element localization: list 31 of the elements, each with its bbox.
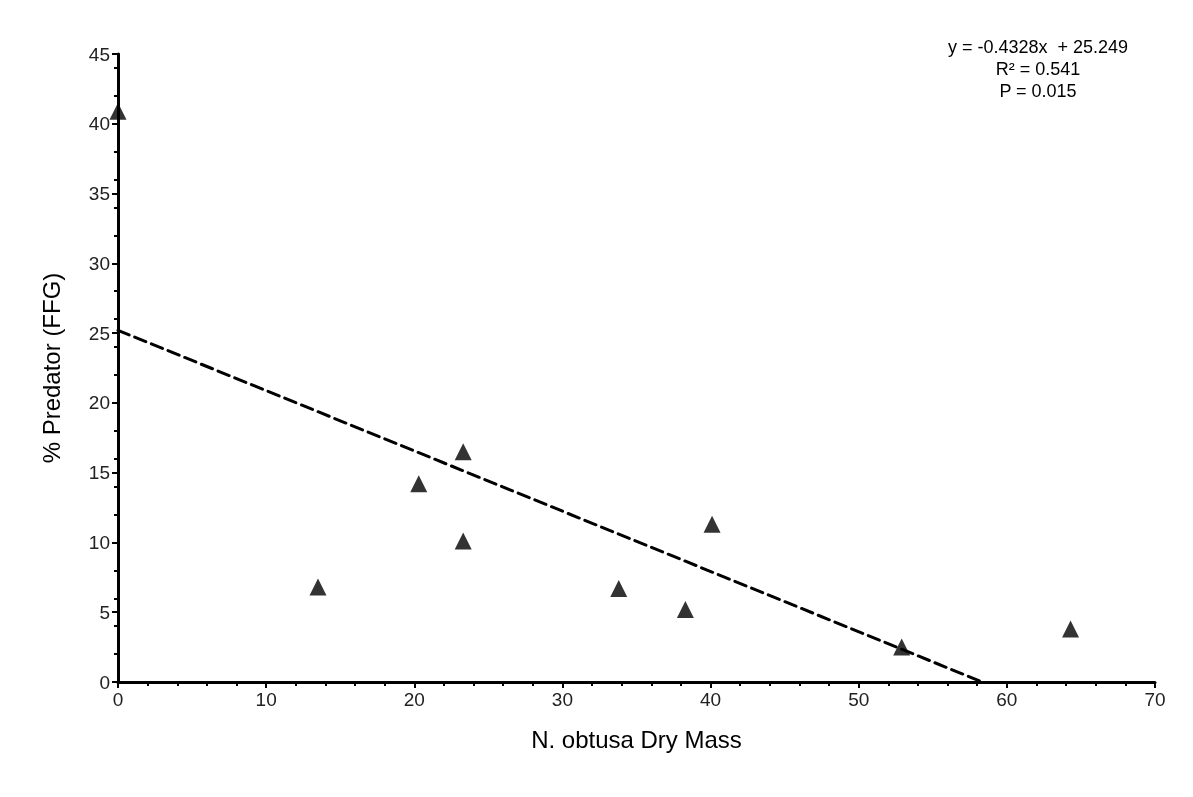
y-tick-label: 15 — [88, 462, 110, 484]
point — [454, 532, 472, 550]
x-tick-label: 40 — [700, 689, 722, 710]
y-tick-label: 35 — [88, 183, 110, 205]
y-tick-label: 10 — [88, 531, 110, 553]
y-tick-label: 20 — [88, 392, 110, 414]
point — [1062, 620, 1080, 638]
y-tick-label: 40 — [88, 113, 110, 135]
point — [454, 443, 472, 461]
annotation: y = -0.4328x + 25.249 — [947, 37, 1129, 57]
x-tick-label: 60 — [996, 689, 1018, 710]
x-tick-label: 50 — [848, 689, 870, 710]
point — [703, 515, 721, 533]
point — [410, 475, 428, 493]
x-tick-label: 30 — [551, 689, 573, 710]
y-tick-label: 45 — [88, 43, 110, 65]
x-tick-label: 70 — [1144, 689, 1166, 710]
x-tick-label: 20 — [403, 689, 425, 710]
annotation: P = 0.015 — [999, 81, 1077, 101]
y-axis-title: % Predator (FFG) — [37, 272, 65, 464]
y-tick-label: 0 — [99, 671, 110, 693]
x-tick-label: 10 — [255, 689, 277, 710]
point — [610, 580, 628, 597]
y-tick-label: 30 — [88, 252, 110, 274]
x-tick-label: 0 — [112, 689, 124, 710]
y-tick-label: 5 — [99, 601, 110, 623]
y-tick-label: 25 — [88, 322, 110, 344]
point — [676, 600, 694, 618]
annotation: R² = 0.541 — [995, 59, 1081, 79]
point — [309, 578, 327, 596]
x-axis-title: N. obtusa Dry Mass — [531, 725, 742, 753]
